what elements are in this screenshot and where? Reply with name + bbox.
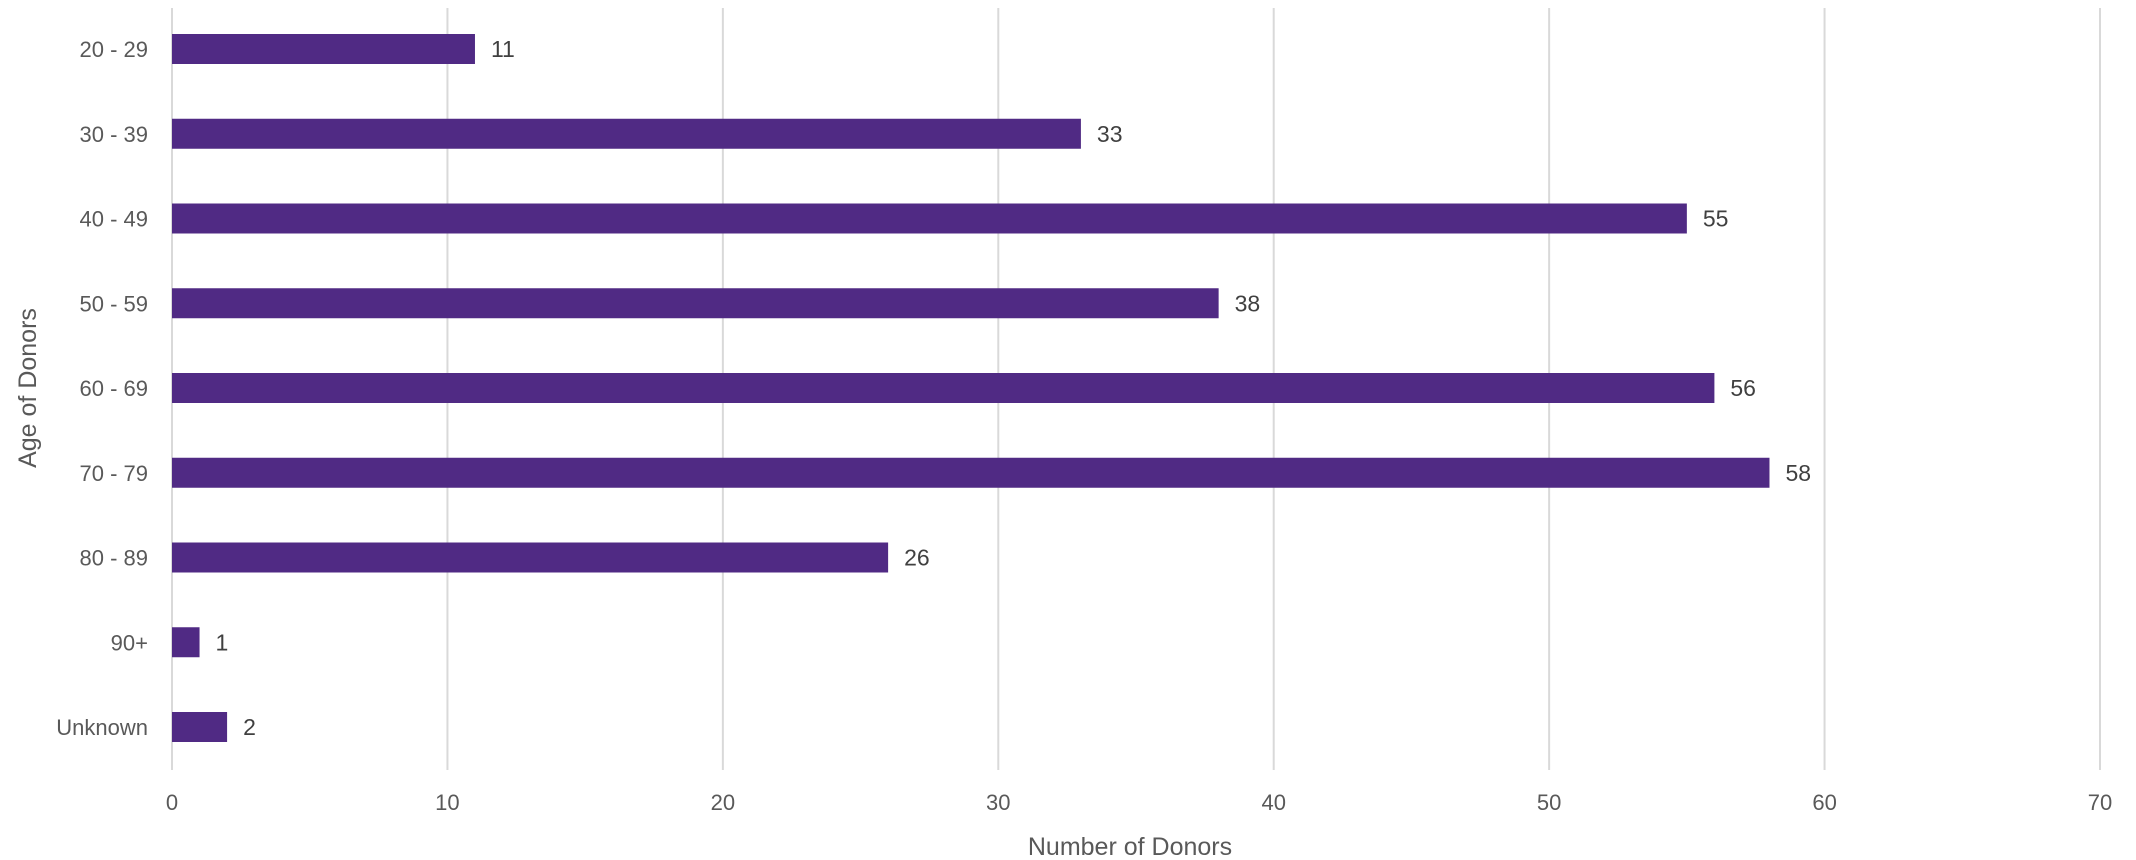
data-label: 11: [491, 36, 515, 62]
bar: [172, 712, 228, 742]
y-tick-label: 70 - 79: [80, 461, 149, 486]
y-tick-label: 30 - 39: [80, 122, 149, 147]
y-axis-title: Age of Donors: [14, 308, 42, 468]
y-tick-label: 20 - 29: [80, 37, 149, 62]
x-tick-label: 60: [1812, 790, 1836, 815]
bar-layer: [172, 34, 1770, 742]
bar: [172, 203, 1687, 234]
y-tick-label: Unknown: [56, 715, 148, 740]
x-axis-title: Number of Donors: [1028, 833, 1232, 860]
bar: [172, 627, 200, 658]
x-tick-label: 0: [166, 790, 178, 815]
data-label: 38: [1235, 290, 1261, 316]
data-label: 55: [1703, 206, 1729, 232]
x-tick-label: 20: [711, 790, 735, 815]
y-tick-label: 50 - 59: [80, 291, 149, 316]
x-tick-label: 50: [1537, 790, 1561, 815]
bar: [172, 373, 1715, 403]
bar: [172, 288, 1219, 319]
y-axis-tick-labels: 20 - 29 30 - 39 40 - 49 50 - 59 60 - 69 70 - …: [56, 37, 148, 740]
bar: [172, 118, 1081, 149]
bar: [172, 457, 1770, 488]
y-tick-label: 60 - 69: [80, 376, 149, 401]
data-label: 2: [243, 714, 256, 740]
data-label: 58: [1785, 460, 1811, 486]
data-label: 56: [1730, 375, 1756, 401]
x-axis-tick-labels: 0 10 20 30 40 50 60 70: [166, 790, 2112, 815]
label-layer: 11 33 55 38 56 58 26 1 2: [216, 36, 1812, 740]
bar: [172, 34, 475, 64]
bar: [172, 542, 889, 573]
data-label: 33: [1097, 121, 1123, 147]
y-tick-label: 40 - 49: [80, 207, 149, 232]
x-tick-label: 70: [2088, 790, 2112, 815]
y-tick-label: 80 - 89: [80, 546, 149, 571]
x-tick-label: 10: [435, 790, 459, 815]
data-label: 1: [216, 629, 229, 655]
data-label: 26: [904, 545, 930, 571]
x-tick-label: 40: [1261, 790, 1285, 815]
x-tick-label: 30: [986, 790, 1010, 815]
y-tick-label: 90+: [111, 630, 148, 655]
